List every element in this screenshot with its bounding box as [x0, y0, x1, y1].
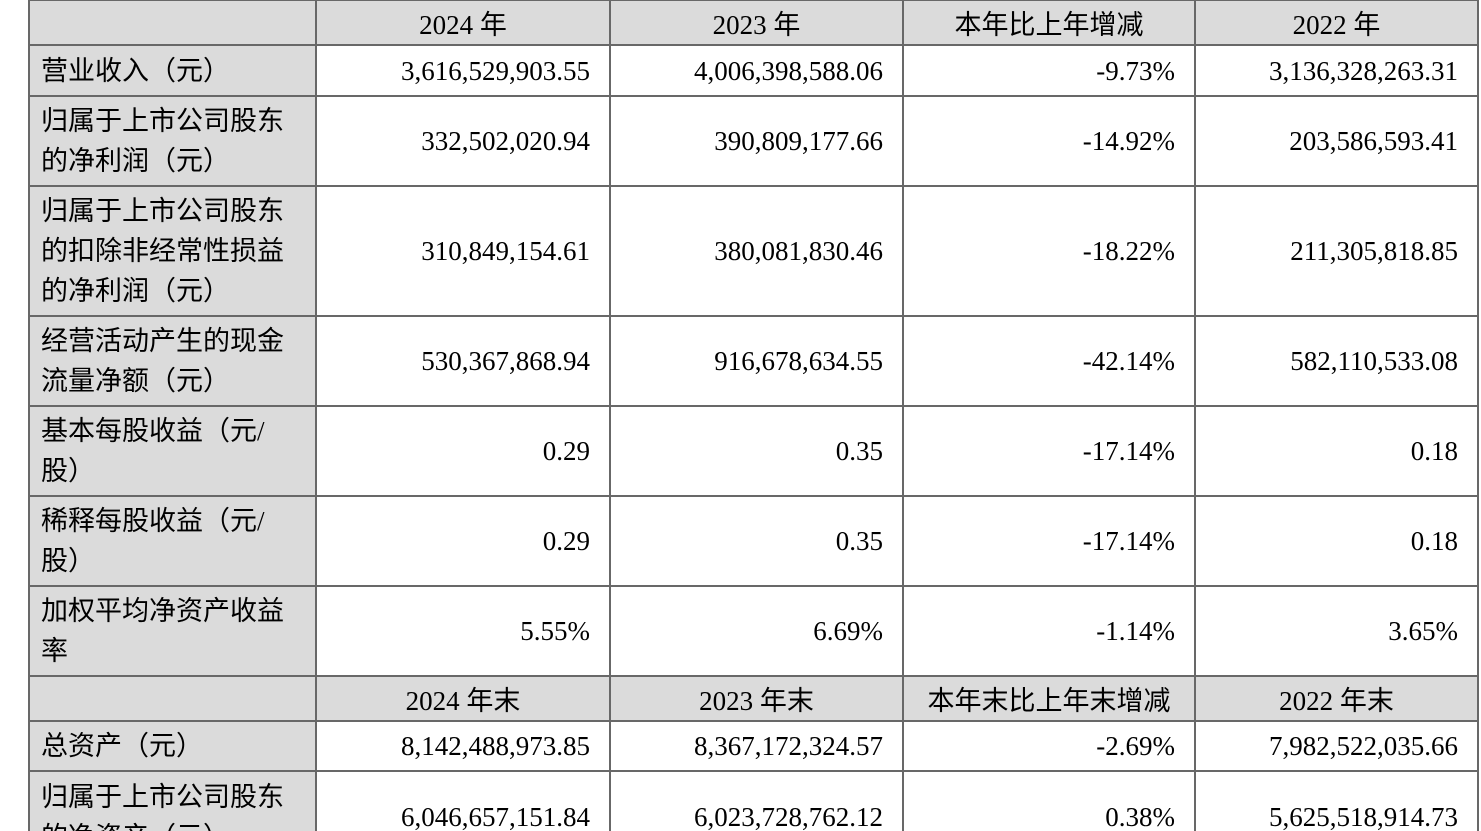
header-yoy-change: 本年比上年增减 — [902, 0, 1196, 46]
value-cell: 211,305,818.85 — [1194, 185, 1479, 317]
header-2024-year-end: 2024 年末 — [315, 675, 611, 722]
value-cell: 0.35 — [609, 405, 904, 497]
table-row-net-profit-excl-nonrecurring: 归属于上市公司股东的扣除非经常性损益的净利润（元） 310,849,154.61… — [28, 185, 1479, 317]
header-2022: 2022 年 — [1194, 0, 1479, 46]
value-cell: -18.22% — [902, 185, 1196, 317]
value-cell: 380,081,830.46 — [609, 185, 904, 317]
value-cell: 5.55% — [315, 585, 611, 677]
value-cell: 0.35 — [609, 495, 904, 587]
row-label-cell: 加权平均净资产收益率 — [28, 585, 317, 677]
row-label-cell: 经营活动产生的现金流量净额（元） — [28, 315, 317, 407]
value-cell: 7,982,522,035.66 — [1194, 720, 1479, 772]
value-cell: 6.69% — [609, 585, 904, 677]
table-row-weighted-avg-roe: 加权平均净资产收益率 5.55% 6.69% -1.14% 3.65% — [28, 585, 1479, 677]
value-cell: -2.69% — [902, 720, 1196, 772]
value-cell: 3.65% — [1194, 585, 1479, 677]
value-cell: 3,136,328,263.31 — [1194, 44, 1479, 97]
table-row-total-assets: 总资产（元） 8,142,488,973.85 8,367,172,324.57… — [28, 720, 1479, 772]
value-cell: 6,046,657,151.84 — [315, 770, 611, 831]
header-2023: 2023 年 — [609, 0, 904, 46]
row-label-cell: 总资产（元） — [28, 720, 317, 772]
row-label-cell: 稀释每股收益（元/股） — [28, 495, 317, 587]
value-cell: 0.38% — [902, 770, 1196, 831]
value-cell: 332,502,020.94 — [315, 95, 611, 187]
value-cell: 5,625,518,914.73 — [1194, 770, 1479, 831]
value-cell: 530,367,868.94 — [315, 315, 611, 407]
row-label-cell: 归属于上市公司股东的净资产（元） — [28, 770, 317, 831]
row-label-cell: 归属于上市公司股东的净利润（元） — [28, 95, 317, 187]
value-cell: 0.18 — [1194, 405, 1479, 497]
value-cell: -42.14% — [902, 315, 1196, 407]
table-row-basic-eps: 基本每股收益（元/股） 0.29 0.35 -17.14% 0.18 — [28, 405, 1479, 497]
value-cell: 0.29 — [315, 495, 611, 587]
value-cell: 310,849,154.61 — [315, 185, 611, 317]
table-row-net-assets: 归属于上市公司股东的净资产（元） 6,046,657,151.84 6,023,… — [28, 770, 1479, 831]
header-2023-year-end: 2023 年末 — [609, 675, 904, 722]
value-cell: -9.73% — [902, 44, 1196, 97]
table-row-net-profit: 归属于上市公司股东的净利润（元） 332,502,020.94 390,809,… — [28, 95, 1479, 187]
row-label-cell: 基本每股收益（元/股） — [28, 405, 317, 497]
table-header-row-annual: 2024 年 2023 年 本年比上年增减 2022 年 — [28, 0, 1479, 46]
header-2024: 2024 年 — [315, 0, 611, 46]
table-header-row-year-end: 2024 年末 2023 年末 本年末比上年末增减 2022 年末 — [28, 675, 1479, 722]
value-cell: 0.29 — [315, 405, 611, 497]
value-cell: 3,616,529,903.55 — [315, 44, 611, 97]
value-cell: 0.18 — [1194, 495, 1479, 587]
table-row-revenue: 营业收入（元） 3,616,529,903.55 4,006,398,588.0… — [28, 44, 1479, 97]
value-cell: -17.14% — [902, 495, 1196, 587]
value-cell: -1.14% — [902, 585, 1196, 677]
value-cell: 6,023,728,762.12 — [609, 770, 904, 831]
table-row-operating-cash-flow: 经营活动产生的现金流量净额（元） 530,367,868.94 916,678,… — [28, 315, 1479, 407]
row-label-cell: 营业收入（元） — [28, 44, 317, 97]
value-cell: 8,367,172,324.57 — [609, 720, 904, 772]
value-cell: 916,678,634.55 — [609, 315, 904, 407]
header-2022-year-end: 2022 年末 — [1194, 675, 1479, 722]
row-label-cell: 归属于上市公司股东的扣除非经常性损益的净利润（元） — [28, 185, 317, 317]
value-cell: 390,809,177.66 — [609, 95, 904, 187]
key-financials-table: 2024 年 2023 年 本年比上年增减 2022 年 营业收入（元） 3,6… — [28, 0, 1479, 831]
value-cell: -17.14% — [902, 405, 1196, 497]
value-cell: 8,142,488,973.85 — [315, 720, 611, 772]
value-cell: -14.92% — [902, 95, 1196, 187]
header-corner-cell — [28, 675, 317, 722]
value-cell: 4,006,398,588.06 — [609, 44, 904, 97]
header-year-end-change: 本年末比上年末增减 — [902, 675, 1196, 722]
header-corner-cell — [28, 0, 317, 46]
value-cell: 203,586,593.41 — [1194, 95, 1479, 187]
value-cell: 582,110,533.08 — [1194, 315, 1479, 407]
table-row-diluted-eps: 稀释每股收益（元/股） 0.29 0.35 -17.14% 0.18 — [28, 495, 1479, 587]
